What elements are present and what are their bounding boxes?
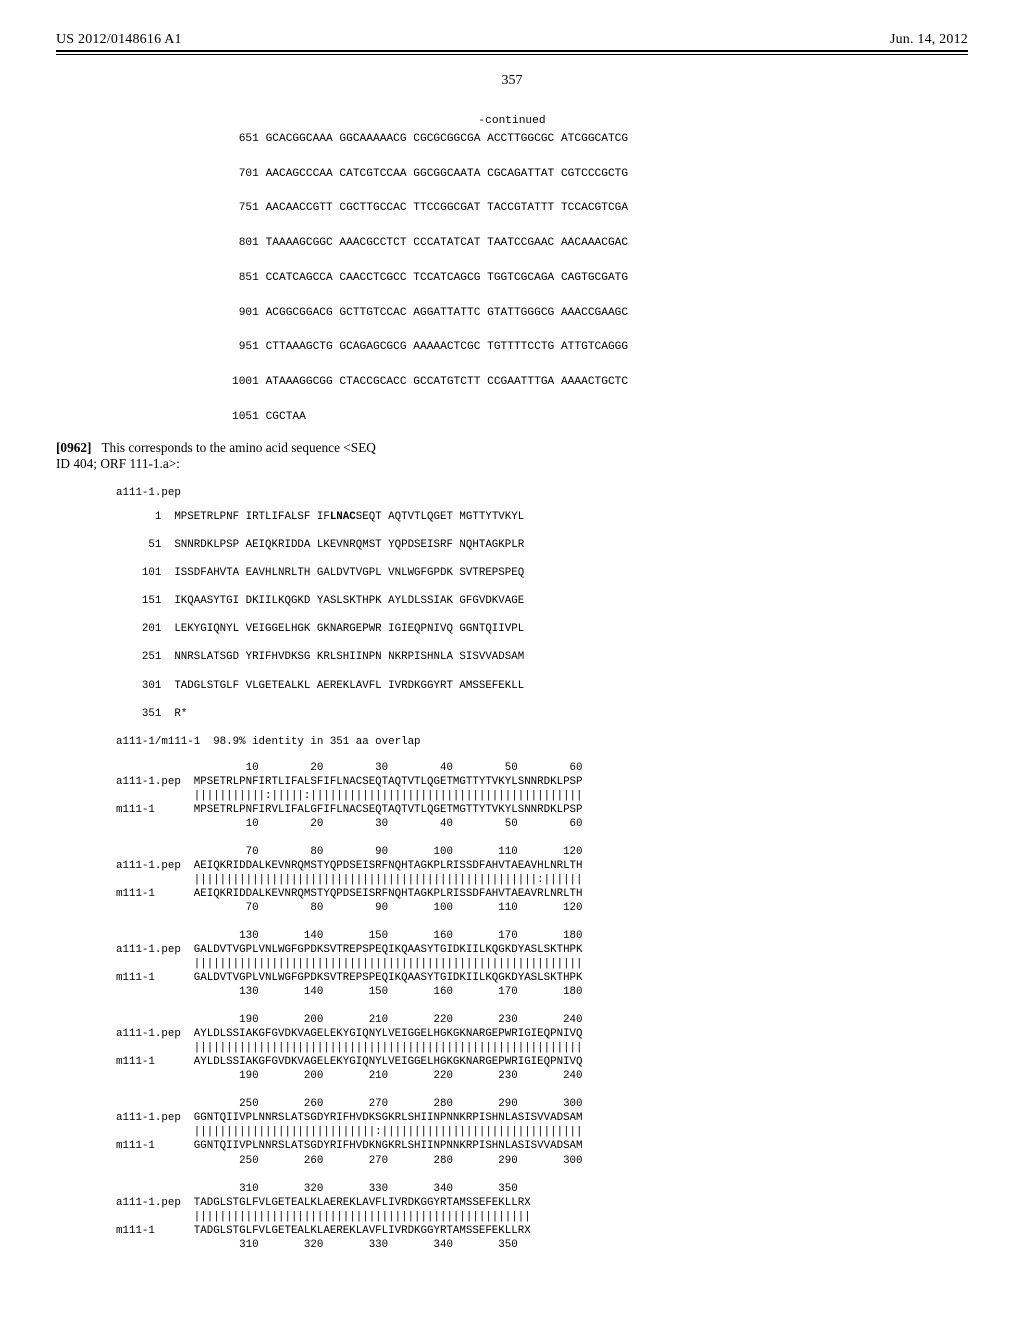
- header-pub-number: US 2012/0148616 A1: [56, 32, 182, 48]
- paragraph-text-b: ID 404; ORF 111-1.a>:: [56, 456, 180, 471]
- protein-and-alignment: a111-1.pep 1 MPSETRLPNF IRTLIFALSF IFLNA…: [116, 486, 968, 1252]
- header-rule-thin: [56, 54, 968, 55]
- page-root: US 2012/0148616 A1 Jun. 14, 2012 357 -co…: [0, 0, 1024, 1320]
- dna-sequence-block: 651 GCACGGCAAA GGCAAAAACG CGCGCGGCGA ACC…: [192, 131, 832, 426]
- header-rule-heavy: [56, 50, 968, 52]
- alignment-block: 10 20 30 40 50 60 a111-1.pep MPSETRLPNFI…: [116, 761, 968, 1252]
- paragraph-0962: [0962] This corresponds to the amino aci…: [56, 440, 556, 472]
- page-number: 357: [56, 73, 968, 89]
- protein-sequence-block: 1 MPSETRLPNF IRTLIFALSF IFLNACSEQT AQTVT…: [116, 510, 968, 720]
- protein-header: a111-1.pep: [116, 486, 968, 500]
- paragraph-number: [0962]: [56, 440, 91, 455]
- continued-label: -continued: [56, 115, 968, 127]
- page-header: US 2012/0148616 A1 Jun. 14, 2012: [56, 32, 968, 48]
- paragraph-text-a: This corresponds to the amino acid seque…: [101, 440, 375, 455]
- header-date: Jun. 14, 2012: [890, 32, 968, 48]
- alignment-identity: a111-1/m111-1 98.9% identity in 351 aa o…: [116, 735, 968, 749]
